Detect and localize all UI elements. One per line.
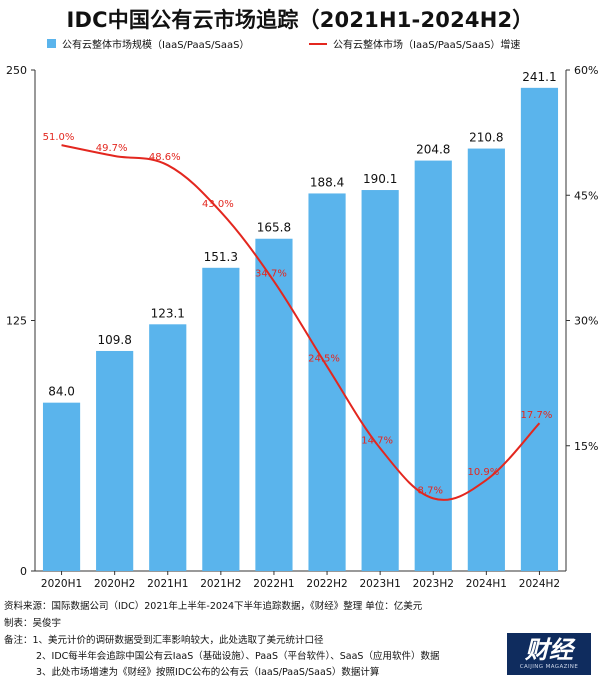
line-label: 10.9%	[467, 467, 499, 478]
line-label: 8.7%	[418, 485, 443, 496]
x-tick-label: 2022H1	[253, 578, 294, 590]
y-left-tick-label: 250	[6, 64, 27, 77]
logo-text: 财经	[525, 636, 573, 664]
bar-2020H2	[96, 350, 134, 571]
line-label: 14.7%	[361, 435, 393, 446]
bar-label: 190.1	[363, 172, 397, 186]
legend-line-label: 公有云整体市场（IaaS/PaaS/SaaS）增速	[333, 38, 520, 51]
legend-bar-label: 公有云整体市场规模（IaaS/PaaS/SaaS）	[62, 38, 249, 51]
line-label: 17.7%	[521, 410, 553, 421]
legend: 公有云整体市场规模（IaaS/PaaS/SaaS） 公有云整体市场（IaaS/P…	[47, 38, 520, 51]
bar-label: 241.1	[522, 70, 556, 84]
growth-rate-line	[61, 144, 541, 501]
x-tick-label: 2024H1	[466, 578, 507, 590]
x-tick-label: 2020H2	[94, 578, 135, 590]
bar-2024H1	[467, 148, 505, 571]
y-right-tick-label: 30%	[574, 315, 598, 328]
remark-1: 备注：1、美元计价的调研数据受到汇率影响较大，此处选取了美元统计口径	[4, 635, 324, 646]
remark-2: 2、IDC每半年会追踪中国公有云IaaS（基础设施）、PaaS（平台软件）、Sa…	[36, 651, 440, 662]
caijing-logo: 财经 CAIJING MAGAZINE	[507, 633, 591, 675]
bar-2023H2	[414, 160, 452, 571]
line-label: 49.7%	[96, 143, 128, 154]
source-note: 资料来源：国际数据公司（IDC）2021年上半年-2024下半年追踪数据，《财经…	[4, 601, 423, 612]
line-data-labels: 51.0% 49.7% 48.6% 43.0% 34.7% 24.5% 14.7% 8.7% 1…	[43, 132, 553, 496]
bar-2022H2	[308, 193, 346, 571]
line-label: 24.5%	[308, 353, 340, 364]
line-label: 43.0%	[202, 199, 234, 210]
bar-label: 165.8	[257, 221, 291, 235]
chart-title: IDC中国公有云市场追踪（2021H1-2024H2）	[66, 8, 534, 32]
y-left-ticks: 0 125 250	[6, 64, 35, 578]
bar-label: 109.8	[97, 333, 131, 347]
y-left-tick-label: 125	[6, 315, 27, 328]
bar-label: 123.1	[151, 306, 185, 320]
bar-label: 204.8	[416, 143, 450, 157]
bar-2023H1	[361, 190, 399, 571]
remark-3: 3、此处市场增速为《财经》按照IDC公布的公有云（IaaS/PaaS/SaaS）…	[36, 667, 380, 678]
y-right-tick-label: 60%	[574, 64, 598, 77]
bar-label: 84.0	[48, 385, 75, 399]
chart-area: 公有云整体市场规模（IaaS/PaaS/SaaS） 公有云整体市场（IaaS/P…	[6, 38, 598, 590]
bar-2021H1	[149, 324, 187, 571]
y-left-tick-label: 0	[20, 565, 27, 578]
x-tick-label: 2023H1	[359, 578, 400, 590]
line-label: 48.6%	[149, 152, 181, 163]
x-tick-label: 2020H1	[41, 578, 82, 590]
bar-label: 151.3	[204, 250, 238, 264]
y-right-tick-label: 45%	[574, 189, 598, 202]
bar-label: 188.4	[310, 175, 344, 189]
y-right-ticks: 15% 30% 45% 60%	[566, 64, 598, 453]
x-tick-label: 2024H2	[519, 578, 560, 590]
bar-label: 210.8	[469, 131, 503, 145]
x-tick-label: 2021H2	[200, 578, 241, 590]
x-tick-label: 2023H2	[413, 578, 454, 590]
line-label: 51.0%	[43, 132, 75, 143]
x-tick-label: 2021H1	[147, 578, 188, 590]
bar-2022H1	[255, 238, 293, 571]
bar-2021H2	[202, 267, 240, 571]
bar-data-labels: 84.0 109.8 123.1 151.3 165.8 188.4 190.1 204.8 2…	[48, 70, 556, 399]
logo-subtext: CAIJING MAGAZINE	[519, 664, 579, 670]
x-tick-labels: 2020H1 2020H2 2021H1 2021H2 2022H1 2022H2 2023…	[41, 571, 560, 590]
y-right-tick-label: 15%	[574, 440, 598, 453]
bar-2020H1	[42, 402, 81, 571]
line-label: 34.7%	[255, 268, 287, 279]
bar-series	[42, 87, 559, 571]
bar-2024H2	[520, 87, 559, 571]
x-tick-label: 2022H2	[306, 578, 347, 590]
legend-bar-swatch	[47, 39, 56, 48]
maker-note: 制表：吴俊宇	[4, 618, 62, 629]
